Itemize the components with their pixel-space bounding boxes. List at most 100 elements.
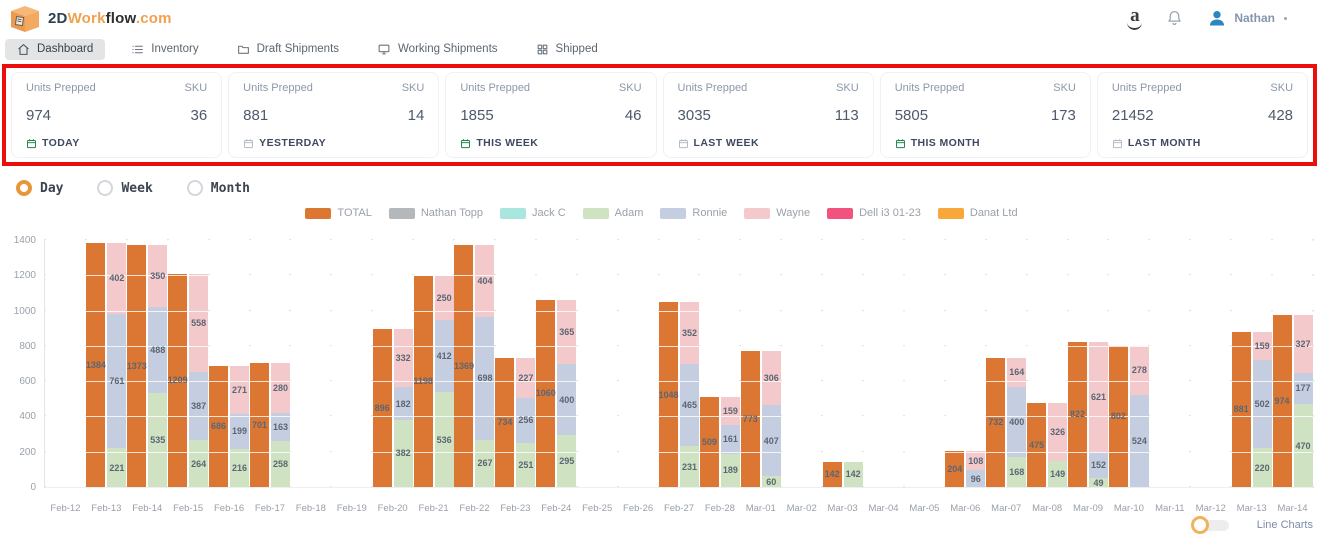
stack-segment[interactable] (966, 470, 986, 487)
stack-segment[interactable] (107, 448, 127, 487)
total-bar[interactable] (86, 242, 106, 487)
stack-segment[interactable] (680, 302, 699, 365)
stack-segment[interactable] (393, 419, 413, 487)
stack-segment[interactable] (230, 365, 250, 414)
y-axis-line (44, 240, 45, 487)
stack-segment[interactable] (1089, 478, 1109, 487)
legend-item[interactable]: TOTAL (305, 207, 372, 219)
stack-segment[interactable] (189, 372, 209, 441)
stack-segment[interactable] (516, 357, 536, 398)
total-bar[interactable] (1231, 331, 1251, 487)
legend-item[interactable]: Jack C (500, 207, 566, 219)
stack-segment[interactable] (475, 245, 495, 317)
stack-segment[interactable] (843, 461, 863, 487)
total-bar[interactable] (127, 244, 147, 487)
radio-week[interactable]: Week (97, 180, 153, 196)
tab-inventory[interactable]: Inventory (119, 39, 210, 60)
total-bar[interactable] (249, 363, 269, 487)
total-bar[interactable] (495, 357, 515, 487)
stack-segment[interactable] (516, 442, 536, 487)
user-menu[interactable]: Nathan (1207, 8, 1287, 28)
stack-segment[interactable] (434, 319, 454, 393)
radio-unselected-icon (186, 180, 203, 196)
stack-segment[interactable] (230, 448, 250, 487)
stack-segment[interactable] (1089, 341, 1109, 452)
stack-segment[interactable] (1293, 315, 1313, 373)
amazon-icon[interactable]: a (1127, 6, 1143, 30)
stack-segment[interactable] (270, 363, 290, 413)
stack-segment[interactable] (1007, 386, 1027, 458)
stack-segment[interactable] (680, 364, 699, 447)
total-bar[interactable] (209, 365, 229, 487)
stack-segment[interactable] (720, 397, 740, 426)
stack-segment[interactable] (1048, 403, 1068, 461)
legend-item[interactable]: Ronnie (660, 207, 727, 219)
stack-segment[interactable] (1293, 372, 1313, 405)
line-charts-toggle[interactable]: Line Charts (1190, 516, 1313, 534)
stack-segment[interactable] (434, 275, 454, 320)
bar-value-label: 271 (232, 384, 248, 395)
stack-segment[interactable] (1252, 448, 1272, 487)
total-bar[interactable] (1272, 315, 1292, 487)
total-bar[interactable] (659, 302, 678, 487)
stack-segment[interactable] (761, 350, 781, 405)
total-bar[interactable] (372, 328, 392, 487)
legend-item[interactable]: Dell i3 01-23 (827, 207, 921, 219)
total-bar[interactable] (454, 245, 474, 487)
stack-segment[interactable] (107, 313, 127, 448)
stack-segment[interactable] (720, 425, 740, 454)
total-bar[interactable] (168, 273, 188, 487)
stack-segment[interactable] (680, 446, 699, 487)
total-bar[interactable] (822, 461, 842, 487)
stack-segment[interactable] (434, 392, 454, 487)
total-bar[interactable] (986, 357, 1006, 487)
total-bar[interactable] (1027, 403, 1047, 487)
bell-icon[interactable] (1166, 9, 1183, 27)
x-axis-tick-label: Feb-16 (214, 503, 245, 514)
bar-value-label: 621 (1091, 391, 1107, 402)
legend-item[interactable]: Wayne (744, 207, 810, 219)
stack-segment[interactable] (1089, 451, 1109, 479)
stack-segment[interactable] (966, 451, 986, 471)
stack-segment[interactable] (393, 328, 413, 388)
tab-dashboard[interactable]: Dashboard (5, 38, 106, 60)
stack-segment[interactable] (1293, 404, 1313, 487)
stack-segment[interactable] (189, 273, 209, 373)
stack-segment[interactable] (230, 413, 250, 449)
stack-segment[interactable] (720, 453, 740, 487)
total-bar[interactable] (699, 397, 719, 487)
stack-segment[interactable] (475, 316, 495, 440)
radio-day[interactable]: Day (16, 180, 63, 196)
tab-shipped[interactable]: Shipped (524, 39, 610, 60)
total-bar[interactable] (1108, 345, 1128, 487)
bar-value-label: 216 (232, 462, 248, 473)
stack-segment[interactable] (270, 441, 290, 487)
total-bar[interactable] (740, 350, 760, 487)
legend-item[interactable]: Adam (582, 207, 643, 219)
total-bar[interactable] (945, 451, 965, 487)
stack-segment[interactable] (761, 404, 781, 477)
stack-segment[interactable] (393, 387, 413, 420)
stack-segment[interactable] (1129, 394, 1149, 487)
stack-segment[interactable] (516, 397, 536, 443)
stack-segment[interactable] (557, 299, 577, 365)
stack-segment[interactable] (1048, 460, 1068, 487)
stack-segment[interactable] (148, 392, 168, 487)
total-bar[interactable] (1068, 341, 1088, 487)
stack-segment[interactable] (148, 306, 168, 393)
stack-segment[interactable] (270, 412, 290, 442)
stack-segment[interactable] (107, 242, 127, 314)
stack-segment[interactable] (1007, 357, 1027, 387)
tab-draft-shipments[interactable]: Draft Shipments (225, 39, 351, 60)
legend-item[interactable]: Danat Ltd (937, 207, 1018, 219)
stack-segment[interactable] (1252, 331, 1272, 360)
stack-segment[interactable] (475, 439, 495, 487)
radio-month[interactable]: Month (186, 180, 250, 196)
stack-segment[interactable] (557, 434, 577, 487)
stack-segment[interactable] (1007, 457, 1027, 487)
legend-item[interactable]: Nathan Topp (388, 207, 483, 219)
stack-segment[interactable] (761, 476, 781, 487)
tab-working-shipments[interactable]: Working Shipments (365, 39, 510, 60)
stack-segment[interactable] (1129, 345, 1149, 395)
bar-value-label: 465 (681, 400, 698, 411)
